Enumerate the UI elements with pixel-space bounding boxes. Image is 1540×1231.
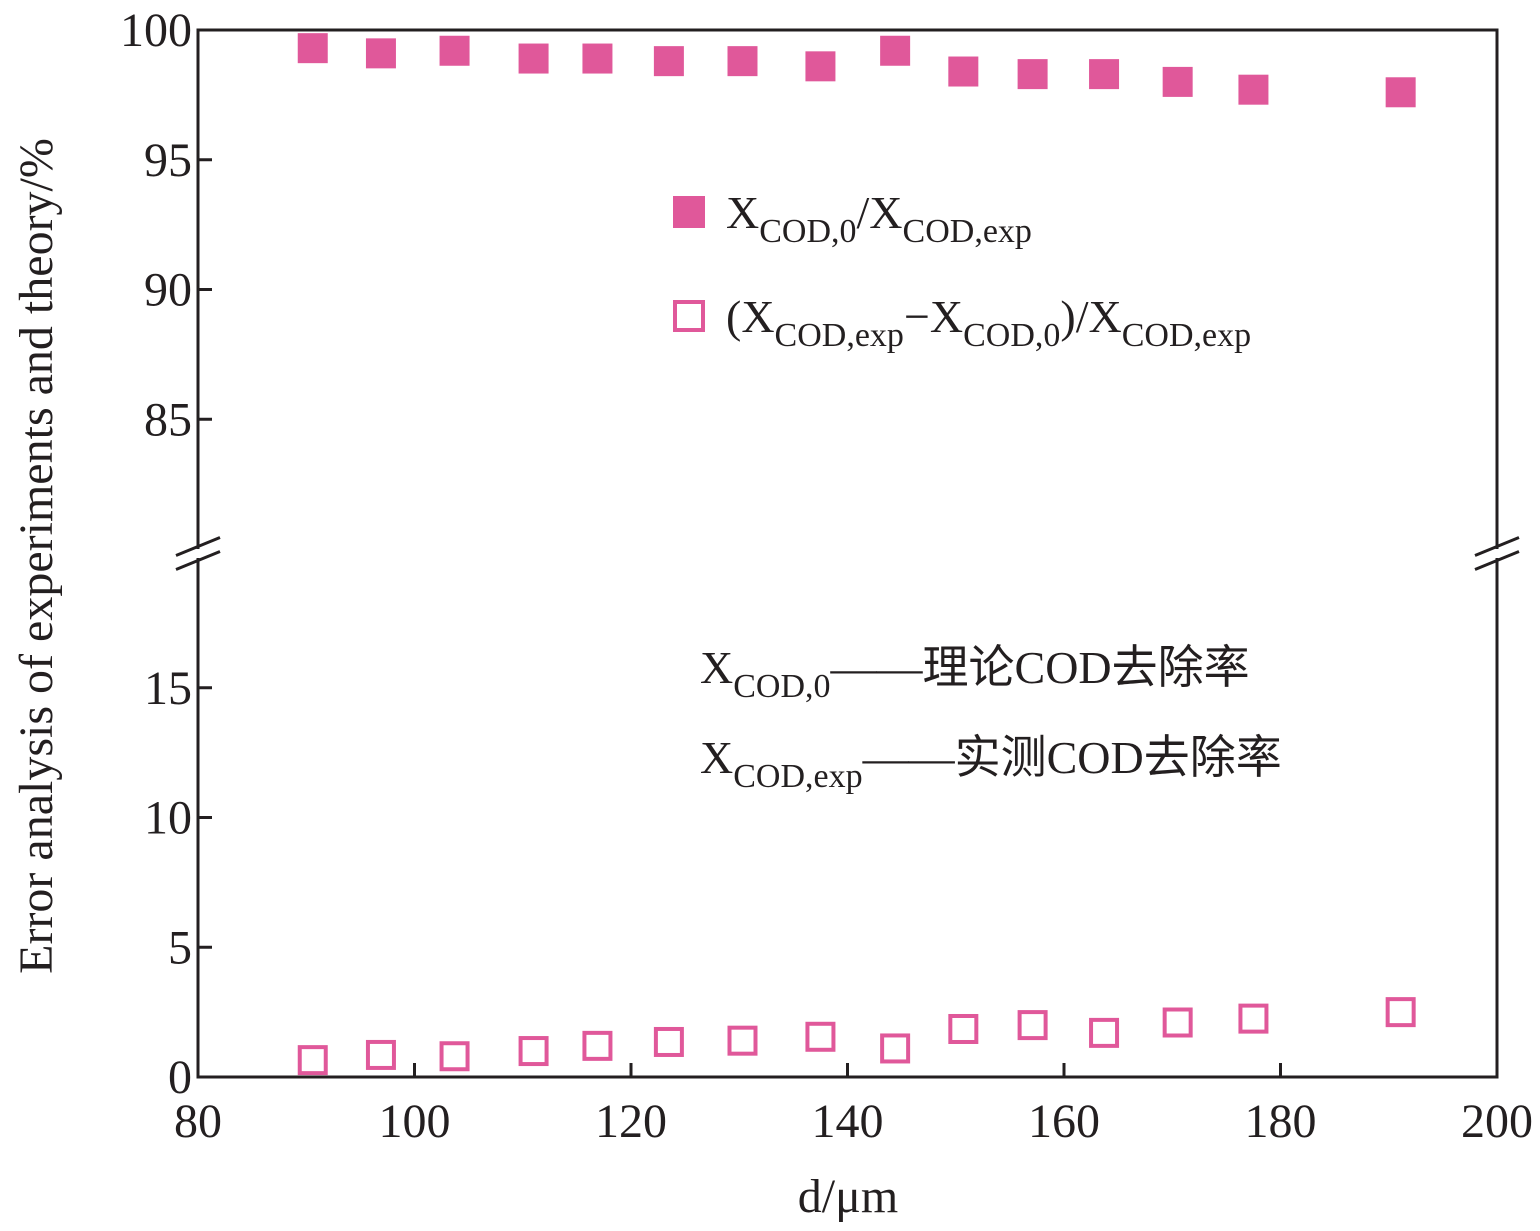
data-point <box>948 56 979 87</box>
annotation-part: COD,0 <box>733 668 830 705</box>
legend-label-part: COD,exp <box>775 317 904 354</box>
legend-label-part: X <box>726 187 759 238</box>
data-point <box>653 46 684 77</box>
x-tick-label: 140 <box>812 1095 884 1148</box>
data-point <box>727 46 758 77</box>
data-point <box>805 1021 836 1052</box>
annotation-part: X <box>700 642 733 693</box>
x-tick-label: 120 <box>595 1095 667 1148</box>
y-tick-label: 0 <box>168 1051 192 1104</box>
y-tick-label: 5 <box>168 921 192 974</box>
data-point <box>1385 997 1416 1028</box>
y-tick-label: 100 <box>120 4 192 57</box>
data-point <box>653 1026 684 1057</box>
data-point <box>518 1036 549 1067</box>
data-point <box>365 38 396 69</box>
data-point <box>439 35 470 66</box>
x-tick-label: 180 <box>1245 1095 1317 1148</box>
data-point <box>880 35 911 66</box>
axis-frame <box>196 28 1499 1079</box>
x-tick-label: 160 <box>1028 1095 1100 1148</box>
annotation-part: X <box>700 732 733 783</box>
data-point <box>805 51 836 82</box>
data-point <box>582 43 613 74</box>
data-point <box>1017 59 1048 90</box>
data-point <box>582 1030 613 1061</box>
data-point <box>1089 1017 1120 1048</box>
data-point <box>1385 77 1416 108</box>
legend-label: XCOD,0/XCOD,exp <box>726 187 1032 250</box>
data-point <box>727 1025 758 1056</box>
x-tick-label: 200 <box>1461 1095 1533 1148</box>
legend-label-part: −X <box>904 291 963 342</box>
data-point <box>1162 66 1193 97</box>
annotation: XCOD,exp——实测COD去除率 <box>700 732 1282 795</box>
legend-label: (XCOD,exp−XCOD,0)/XCOD,exp <box>726 291 1251 354</box>
x-tick-label: 100 <box>379 1095 451 1148</box>
data-point <box>1089 59 1120 90</box>
legend-marker <box>673 196 705 228</box>
data-point <box>880 1033 911 1064</box>
data-point <box>297 1045 328 1076</box>
legend-label-part: COD,0 <box>759 213 856 250</box>
annotation-part: ——实测COD去除率 <box>862 732 1282 783</box>
y-tick-label: 90 <box>144 264 192 317</box>
legend-label-part: COD,exp <box>903 213 1032 250</box>
data-point <box>1238 74 1269 105</box>
axis-break-gap <box>184 550 212 557</box>
annotation-part: COD,exp <box>733 758 862 795</box>
y-tick-label: 95 <box>144 134 192 187</box>
legend-label-part: (X <box>726 291 775 342</box>
legend-marker <box>673 300 705 332</box>
legend-label-part: )/X <box>1060 291 1121 342</box>
data-point <box>1162 1007 1193 1038</box>
legend-label-part: /X <box>857 187 903 238</box>
annotation-part: ——理论COD去除率 <box>830 642 1250 693</box>
data-point <box>365 1039 396 1070</box>
axis-break-gap <box>1483 550 1511 557</box>
x-tick-label: 80 <box>174 1095 222 1148</box>
data-point <box>439 1041 470 1072</box>
data-point <box>1238 1003 1269 1034</box>
legend-label-part: COD,exp <box>1122 317 1251 354</box>
data-point <box>948 1013 979 1044</box>
annotation: XCOD,0——理论COD去除率 <box>700 642 1250 705</box>
legend-label-part: COD,0 <box>963 317 1060 354</box>
y-tick-label: 15 <box>144 662 192 715</box>
y-tick-label: 85 <box>144 393 192 446</box>
y-axis-label: Error analysis of experiments and theory… <box>10 138 63 974</box>
data-point <box>1017 1010 1048 1041</box>
data-point <box>518 43 549 74</box>
y-tick-label: 10 <box>144 792 192 845</box>
x-axis-label: d/μm <box>798 1170 898 1223</box>
data-point <box>297 33 328 64</box>
